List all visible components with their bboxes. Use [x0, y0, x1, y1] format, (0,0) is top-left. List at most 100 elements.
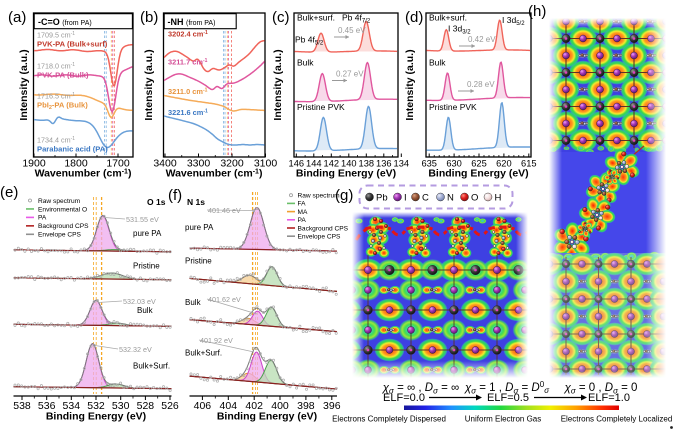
svg-text:134: 134	[394, 159, 410, 169]
svg-text:138: 138	[359, 159, 375, 169]
svg-text:Electrons Completely Dispersed: Electrons Completely Dispersed	[332, 415, 446, 424]
svg-text:C: C	[422, 193, 429, 204]
svg-text:140: 140	[341, 159, 357, 169]
svg-text:(b): (b)	[140, 9, 158, 26]
svg-text:Pristine: Pristine	[133, 262, 160, 271]
svg-text:0.42 eV: 0.42 eV	[468, 35, 496, 44]
svg-text:Raw spectrum: Raw spectrum	[38, 198, 81, 205]
svg-text:Bulk: Bulk	[429, 58, 446, 68]
svg-text:(e): (e)	[0, 184, 18, 201]
svg-text:Raw spectrum: Raw spectrum	[298, 193, 341, 200]
svg-text:Envelope CPS: Envelope CPS	[38, 232, 81, 239]
svg-text:Intensity (a.u.): Intensity (a.u.)	[18, 49, 30, 120]
svg-text:χσ = ∞ , Dσ = ∞: χσ = ∞ , Dσ = ∞	[382, 382, 459, 396]
svg-text:Pristine PVK: Pristine PVK	[297, 102, 345, 112]
svg-text:1700: 1700	[106, 158, 130, 170]
svg-text:406: 406	[194, 400, 212, 412]
svg-text:χσ = 0 , Dσ = 0: χσ = 0 , Dσ = 0	[564, 382, 638, 396]
svg-text:MA: MA	[298, 209, 308, 216]
svg-text:620: 620	[496, 159, 512, 169]
svg-text:H: H	[495, 193, 502, 204]
svg-text:3211.7 cm-1: 3211.7 cm-1	[168, 58, 208, 67]
svg-text:Bulk+Surf.: Bulk+Surf.	[133, 362, 170, 371]
svg-text:144: 144	[306, 159, 322, 169]
svg-text:538: 538	[13, 400, 31, 412]
svg-text:Pristine: Pristine	[185, 257, 212, 266]
svg-text:Uniform Electron Gas: Uniform Electron Gas	[465, 415, 541, 424]
svg-text:398: 398	[297, 400, 315, 412]
svg-text:O 1s: O 1s	[147, 197, 166, 207]
svg-text:Pb: Pb	[376, 193, 388, 204]
svg-text:532.03 eV: 532.03 eV	[123, 297, 156, 306]
svg-text:Bulk+Surf.: Bulk+Surf.	[185, 349, 222, 358]
svg-text:1900: 1900	[22, 158, 46, 170]
svg-text:Binding Energy (eV): Binding Energy (eV)	[217, 411, 317, 423]
svg-text:528: 528	[137, 400, 155, 412]
svg-text:396: 396	[323, 400, 341, 412]
svg-text:526: 526	[161, 400, 179, 412]
svg-text:Bulk: Bulk	[137, 306, 154, 315]
svg-text:404: 404	[220, 400, 238, 412]
svg-text:536: 536	[38, 400, 56, 412]
svg-text:(h): (h)	[528, 3, 546, 20]
svg-text:146: 146	[289, 159, 305, 169]
svg-text:Electrons Completely Localized: Electrons Completely Localized	[561, 415, 673, 424]
svg-text:PbI2-PA (Bulk): PbI2-PA (Bulk)	[37, 101, 88, 112]
svg-text:Envelope CPS: Envelope CPS	[298, 234, 341, 241]
svg-text:PVK-PA (Bulk): PVK-PA (Bulk)	[37, 71, 89, 80]
svg-text:531.55 eV: 531.55 eV	[126, 215, 159, 224]
svg-text:-NH (from PA): -NH (from PA)	[168, 17, 216, 27]
svg-text:1800: 1800	[64, 158, 88, 170]
svg-text:N 1s: N 1s	[187, 197, 205, 207]
svg-text:Intensity (a.u.): Intensity (a.u.)	[404, 49, 416, 120]
svg-text:N: N	[447, 193, 454, 204]
svg-text:630: 630	[446, 159, 462, 169]
svg-text:Bulk+surf.: Bulk+surf.	[429, 13, 467, 23]
svg-text:PVK-PA (Bulk+surf): PVK-PA (Bulk+surf)	[37, 40, 108, 49]
svg-text:3211.0 cm-1: 3211.0 cm-1	[168, 87, 208, 96]
svg-text:ELF=1.0: ELF=1.0	[588, 392, 630, 404]
svg-text:3200: 3200	[220, 158, 244, 170]
svg-text:pure PA: pure PA	[133, 229, 162, 238]
svg-text:625: 625	[471, 159, 487, 169]
svg-text:-C=O (from PA): -C=O (from PA)	[38, 17, 92, 27]
svg-text:635: 635	[421, 159, 437, 169]
svg-text:136: 136	[376, 159, 392, 169]
svg-text:ELF=0.5: ELF=0.5	[487, 392, 529, 404]
svg-text:χσ = 1 , Dσ = D0σ: χσ = 1 , Dσ = D0σ	[464, 380, 550, 396]
svg-text:(d): (d)	[405, 9, 423, 26]
svg-text:Binding Energy (eV): Binding Energy (eV)	[46, 411, 146, 423]
svg-text:pure PA: pure PA	[185, 223, 214, 232]
svg-text:Intensity (a.u.): Intensity (a.u.)	[272, 49, 284, 120]
svg-text:615: 615	[521, 159, 537, 169]
svg-text:3100: 3100	[254, 158, 278, 170]
svg-text:1734.4 cm-1: 1734.4 cm-1	[37, 136, 75, 145]
svg-text:Bulk: Bulk	[297, 58, 314, 68]
svg-text:1709.5 cm-1: 1709.5 cm-1	[37, 31, 75, 40]
svg-text:Binding Energy (eV): Binding Energy (eV)	[296, 168, 396, 180]
svg-text:3202.4 cm-1: 3202.4 cm-1	[168, 30, 208, 39]
svg-text:401.46 eV: 401.46 eV	[208, 206, 241, 215]
svg-text:O: O	[471, 193, 478, 204]
svg-text:0.28 eV: 0.28 eV	[467, 80, 495, 89]
svg-text:401.92 eV: 401.92 eV	[200, 336, 233, 345]
svg-text:402: 402	[245, 400, 263, 412]
svg-text:0.45 eV: 0.45 eV	[338, 26, 366, 35]
svg-text:(c): (c)	[272, 9, 290, 26]
svg-text:3300: 3300	[187, 158, 211, 170]
svg-text:401.62 eV: 401.62 eV	[208, 295, 241, 304]
svg-text:Parabanic acid (PA): Parabanic acid (PA)	[37, 145, 108, 154]
svg-text:Binding Energy (eV): Binding Energy (eV)	[428, 168, 528, 180]
svg-text:Intensity (a.u.): Intensity (a.u.)	[143, 49, 155, 120]
svg-text:(a): (a)	[8, 9, 26, 26]
svg-text:Background CPS: Background CPS	[38, 223, 89, 230]
svg-text:530: 530	[112, 400, 130, 412]
svg-text:1718.0 cm-1: 1718.0 cm-1	[37, 62, 75, 71]
svg-text:Bulk+surf.: Bulk+surf.	[297, 13, 335, 23]
svg-text:ELF=0.0: ELF=0.0	[383, 392, 425, 404]
svg-text:Wavenumber (cm-1): Wavenumber (cm-1)	[166, 168, 263, 180]
svg-text:3400: 3400	[153, 158, 177, 170]
svg-text:Pristine PVK: Pristine PVK	[429, 102, 477, 112]
svg-text:3221.6 cm-1: 3221.6 cm-1	[168, 108, 208, 117]
svg-text:PA: PA	[38, 215, 47, 222]
